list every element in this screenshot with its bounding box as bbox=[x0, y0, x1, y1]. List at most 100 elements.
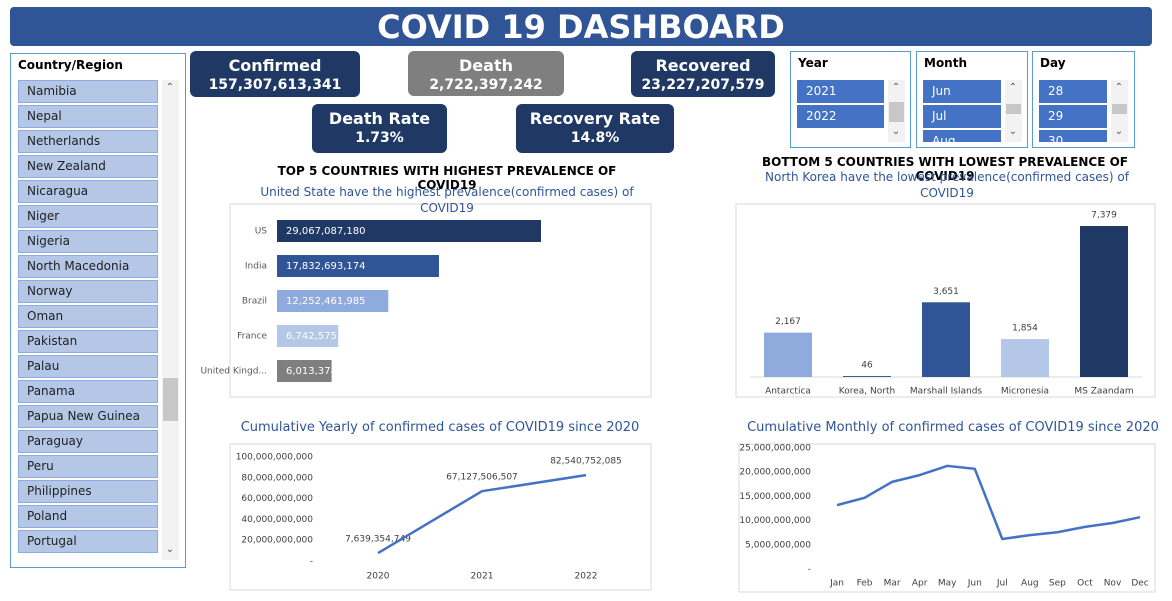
slicer-item[interactable]: Panama bbox=[18, 380, 158, 403]
slicer-title: Year bbox=[798, 56, 828, 70]
slicer-item[interactable]: 2022 bbox=[797, 105, 884, 128]
scroll-up[interactable]: ⌃ bbox=[1008, 82, 1018, 93]
slicer-item[interactable]: Nicaragua bbox=[18, 180, 158, 203]
slicer-item[interactable]: Aug bbox=[923, 130, 1001, 142]
x-tick-label: Marshall Islands bbox=[910, 387, 983, 397]
data-label: 82,540,752,085 bbox=[550, 457, 622, 467]
scroll-down[interactable]: ⌄ bbox=[891, 126, 901, 137]
line bbox=[836, 464, 1141, 541]
kpi-label: Death bbox=[459, 56, 513, 75]
kpi-value: 1.73% bbox=[355, 130, 404, 146]
slicer-title: Day bbox=[1040, 56, 1066, 70]
x-tick-label: Korea, North bbox=[839, 387, 895, 397]
scroll-up[interactable]: ⌃ bbox=[1114, 82, 1124, 93]
slicer-item[interactable]: Jun bbox=[923, 80, 1001, 103]
bar bbox=[764, 332, 812, 377]
x-tick-label: Dec bbox=[1131, 579, 1148, 589]
scroll-down[interactable]: ⌄ bbox=[165, 544, 175, 555]
kpi-value: 23,227,207,579 bbox=[641, 77, 765, 93]
slicer-item[interactable]: 30 bbox=[1039, 130, 1107, 142]
bar bbox=[277, 325, 339, 347]
y-tick-label: 20,000,000,000 bbox=[739, 468, 811, 478]
bar bbox=[1001, 339, 1049, 377]
slicer-item[interactable]: North Macedonia bbox=[18, 255, 158, 278]
x-tick-label: Nov bbox=[1104, 579, 1122, 589]
data-label: 2,167 bbox=[775, 317, 801, 327]
scrollbar bbox=[162, 80, 179, 560]
y-tick-label: United Kingd... bbox=[200, 367, 267, 377]
data-label: 6,013,378,000 bbox=[286, 366, 359, 377]
kpi-value: 2,722,397,242 bbox=[429, 77, 543, 93]
slicer-item[interactable]: Niger bbox=[18, 205, 158, 228]
slicer-item[interactable]: Oman bbox=[18, 305, 158, 328]
slicer-item[interactable]: Paraguay bbox=[18, 430, 158, 453]
kpi-label: Death Rate bbox=[328, 109, 431, 128]
slicer-item[interactable]: 28 bbox=[1039, 80, 1107, 103]
y-tick-label: 5,000,000,000 bbox=[745, 540, 811, 550]
scroll-down[interactable]: ⌄ bbox=[1114, 126, 1124, 137]
bar bbox=[277, 290, 389, 312]
slicer-item[interactable]: Norway bbox=[18, 280, 158, 303]
bar bbox=[1080, 226, 1128, 377]
data-label: 29,067,087,180 bbox=[286, 226, 366, 237]
y-tick-label: France bbox=[237, 332, 267, 342]
x-tick-label: Feb bbox=[857, 579, 873, 589]
y-tick-label: - bbox=[310, 557, 313, 567]
scroll-thumb[interactable] bbox=[163, 378, 178, 421]
slicer-item[interactable]: Jul bbox=[923, 105, 1001, 128]
y-tick-label: US bbox=[255, 227, 268, 237]
dashboard-title: COVID 19 DASHBOARD bbox=[10, 7, 1152, 46]
x-tick-label: Apr bbox=[912, 579, 928, 589]
slicer-item[interactable]: 2021 bbox=[797, 80, 884, 103]
x-tick-label: Jul bbox=[996, 579, 1008, 589]
scroll-thumb[interactable] bbox=[1006, 104, 1021, 114]
scroll-thumb[interactable] bbox=[1112, 104, 1127, 114]
slicer-item[interactable]: Portugal bbox=[18, 530, 158, 553]
data-label: 1,854 bbox=[1012, 324, 1038, 334]
kpi-label: Confirmed bbox=[228, 56, 322, 75]
slicer-title: Country/Region bbox=[18, 58, 123, 72]
bar bbox=[277, 360, 332, 382]
slicer-item[interactable]: Pakistan bbox=[18, 330, 158, 353]
x-tick-label: 2022 bbox=[575, 572, 598, 582]
kpi-card: Death 2,722,397,242 bbox=[408, 51, 564, 96]
slicer-item[interactable]: Peru bbox=[18, 455, 158, 478]
data-label: 67,127,506,507 bbox=[446, 473, 518, 483]
x-tick-label: Sep bbox=[1049, 579, 1066, 589]
chart-title: Cumulative Yearly of confirmed cases of … bbox=[240, 420, 640, 435]
y-tick-label: 20,000,000,000 bbox=[241, 536, 313, 546]
scroll-thumb[interactable] bbox=[889, 102, 904, 122]
chart-frame bbox=[738, 443, 1156, 593]
y-tick-label: 60,000,000,000 bbox=[241, 494, 313, 504]
y-tick-label: India bbox=[245, 262, 267, 272]
x-tick-label: Jan bbox=[829, 579, 844, 589]
slicer-item[interactable]: Poland bbox=[18, 505, 158, 528]
date-slicer: Year 2021 2022 ⌃ ⌄ bbox=[790, 51, 911, 148]
slicer-item[interactable]: Nigeria bbox=[18, 230, 158, 253]
scroll-down[interactable]: ⌄ bbox=[1008, 126, 1018, 137]
y-tick-label: Brazil bbox=[242, 297, 267, 307]
chart-subtitle: North Korea have the lowest prevalence(c… bbox=[765, 170, 1129, 200]
slicer-item[interactable]: Philippines bbox=[18, 480, 158, 503]
slicer-item[interactable]: 29 bbox=[1039, 105, 1107, 128]
chart-title: TOP 5 COUNTRIES WITH HIGHEST PREVALENCE … bbox=[277, 164, 617, 192]
data-label: 46 bbox=[861, 361, 873, 371]
scroll-up[interactable]: ⌃ bbox=[891, 82, 901, 93]
y-tick-label: - bbox=[808, 565, 811, 575]
slicer-item[interactable]: Netherlands bbox=[18, 130, 158, 153]
kpi-label: Recovered bbox=[655, 56, 751, 75]
x-tick-label: MS Zaandam bbox=[1074, 387, 1133, 397]
slicer-item[interactable]: New Zealand bbox=[18, 155, 158, 178]
x-tick-label: Mar bbox=[884, 579, 901, 589]
slicer-item[interactable]: Nepal bbox=[18, 105, 158, 128]
bar bbox=[843, 376, 891, 377]
slicer-title: Month bbox=[924, 56, 968, 70]
scroll-up[interactable]: ⌃ bbox=[165, 82, 175, 93]
x-tick-label: Aug bbox=[1021, 579, 1039, 589]
slicer-item[interactable]: Papua New Guinea bbox=[18, 405, 158, 428]
data-label: 3,651 bbox=[933, 287, 959, 297]
slicer-list: 2021 2022 bbox=[797, 80, 886, 142]
x-tick-label: 2021 bbox=[471, 572, 494, 582]
slicer-item[interactable]: Palau bbox=[18, 355, 158, 378]
slicer-item[interactable]: Namibia bbox=[18, 80, 158, 103]
